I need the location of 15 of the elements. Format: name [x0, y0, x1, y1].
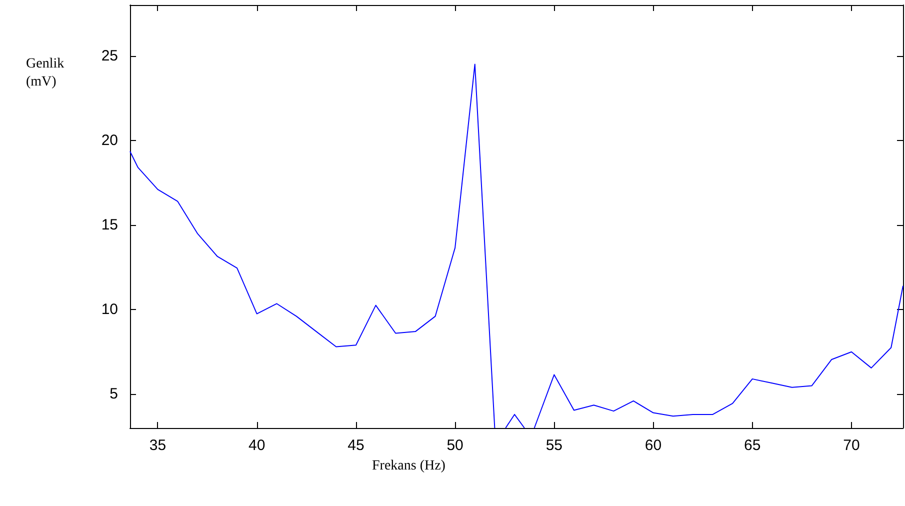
x-tick-label: 45 — [348, 437, 364, 454]
x-tick-label: 60 — [644, 437, 662, 454]
y-axis-title: Genlik (mV) — [26, 56, 64, 90]
y-tick-label: 5 — [110, 386, 118, 403]
y-tick-label: 25 — [101, 47, 118, 64]
y-tick-label: 15 — [101, 216, 118, 234]
x-tick-label: 55 — [546, 437, 563, 454]
y-tick-label: 20 — [101, 132, 118, 149]
x-tick-label: 70 — [843, 437, 860, 454]
x-axis-title: Frekans (Hz) — [372, 458, 446, 474]
x-tick-label: 65 — [744, 437, 761, 454]
x-tick-label: 50 — [446, 437, 464, 454]
x-tick-label: 40 — [248, 437, 266, 454]
x-tick-label: 35 — [149, 437, 166, 454]
y-tick-label: 10 — [101, 301, 118, 318]
